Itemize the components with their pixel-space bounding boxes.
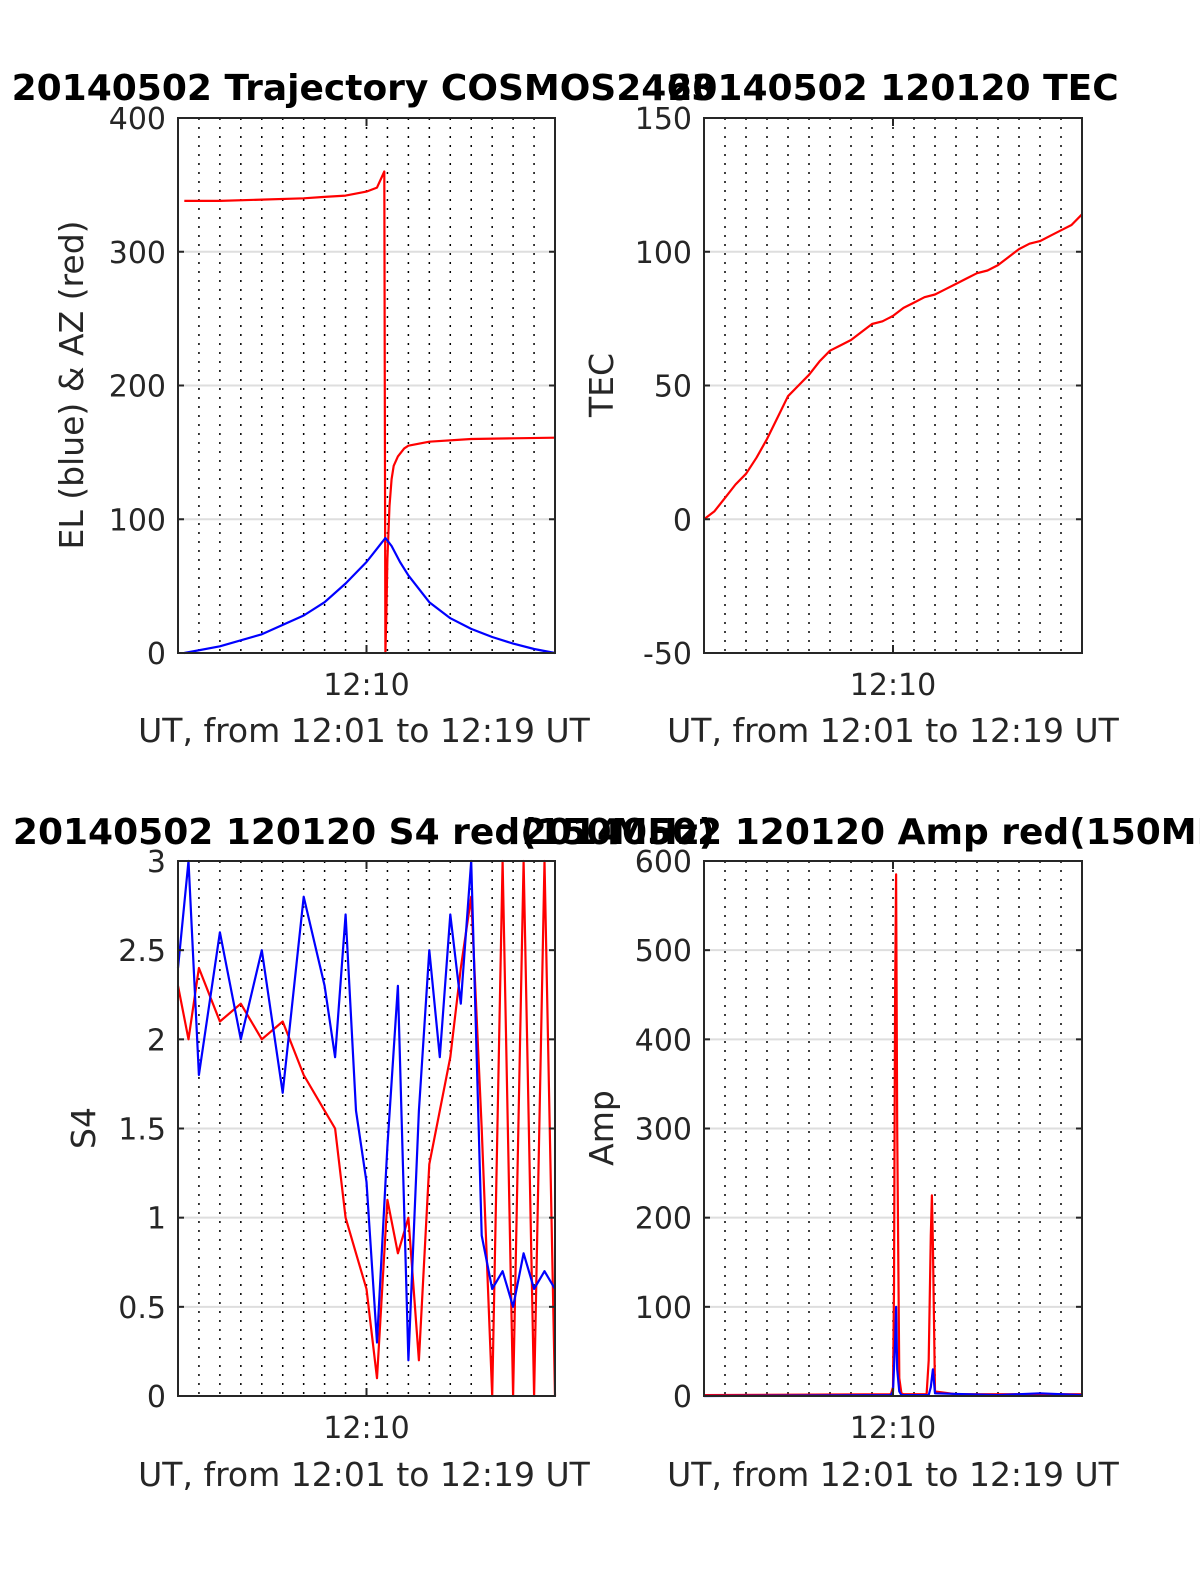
y-tick-label: 150 — [635, 102, 692, 137]
y-tick-label: 300 — [109, 236, 166, 271]
y-tick-label: 0 — [147, 637, 166, 672]
x-tick-label: 12:10 — [850, 668, 936, 703]
plot-area-tec: -50 0 50 100 150 12:10 — [635, 102, 1083, 703]
chart-title-trajectory: 20140502 Trajectory COSMOS2463 — [12, 68, 717, 109]
plot-area-trajectory: 0 100 200 300 400 12:10 — [109, 102, 556, 703]
y-axis-label-tec: TEC — [582, 353, 621, 418]
series-line-trajectory-0 — [184, 170, 556, 655]
y-axis-label-trajectory: EL (blue) & AZ (red) — [52, 220, 91, 549]
series-line-trajectory-1 — [184, 536, 556, 655]
y-tick-label: 300 — [635, 1113, 692, 1148]
x-axis-label-s4: UT, from 12:01 to 12:19 UT — [138, 1455, 591, 1494]
y-tick-label: 1 — [147, 1202, 166, 1237]
x-tick-label: 12:10 — [323, 668, 409, 703]
series-line-s4-1 — [176, 859, 556, 1362]
y-tick-label: 0 — [673, 503, 692, 538]
panel-amp: 0 100 200 300 400 500 600 12:10 20140502 120120… — [522, 812, 1200, 1494]
y-tick-label: 0.5 — [118, 1291, 166, 1326]
x-tick-label: 12:10 — [323, 1411, 409, 1446]
y-tick-label: 2 — [147, 1023, 166, 1058]
y-axis-label-amp: Amp — [582, 1090, 621, 1166]
x-tick-label: 12:10 — [850, 1411, 936, 1446]
y-tick-label: 500 — [635, 934, 692, 969]
chart-title-tec: 20140502 120120 TEC — [667, 68, 1118, 109]
y-tick-label: 0 — [147, 1380, 166, 1415]
chart-title-amp: 20140502 120120 Amp red(150MHz) — [522, 812, 1200, 853]
y-tick-label: 200 — [635, 1202, 692, 1237]
y-tick-label: 600 — [635, 845, 692, 880]
y-tick-label: 50 — [654, 370, 692, 405]
y-axis-label-s4: S4 — [64, 1107, 103, 1149]
y-tick-label: 100 — [635, 1291, 692, 1326]
y-tick-label: 100 — [635, 236, 692, 271]
y-tick-label: 400 — [109, 102, 166, 137]
panel-trajectory: 0 100 200 300 400 12:10 20140502 Trajectory C… — [12, 68, 717, 750]
y-tick-label: -50 — [643, 637, 692, 672]
panel-s4: 0 0.5 1 1.5 2 2.5 3 12:10 20140502 120120 S4 re… — [13, 812, 715, 1494]
x-axis-label-trajectory: UT, from 12:01 to 12:19 UT — [138, 711, 591, 750]
x-axis-label-amp: UT, from 12:01 to 12:19 UT — [667, 1455, 1120, 1494]
x-axis-label-tec: UT, from 12:01 to 12:19 UT — [667, 711, 1120, 750]
y-tick-label: 0 — [673, 1380, 692, 1415]
y-tick-label: 2.5 — [118, 934, 166, 969]
y-tick-label: 100 — [109, 503, 166, 538]
plot-area-s4: 0 0.5 1 1.5 2 2.5 3 12:10 — [118, 845, 557, 1446]
y-tick-label: 1.5 — [118, 1113, 166, 1148]
y-tick-label: 3 — [147, 845, 166, 880]
plot-area-amp: 0 100 200 300 400 500 600 12:10 — [635, 845, 1083, 1446]
y-tick-label: 200 — [109, 370, 166, 405]
y-tick-label: 400 — [635, 1023, 692, 1058]
panel-tec: -50 0 50 100 150 12:10 20140502 120120 TEC UT… — [582, 68, 1120, 750]
chart-title-s4: 20140502 120120 S4 red(150MHz) — [13, 812, 715, 853]
series-line-tec-0 — [703, 213, 1083, 521]
